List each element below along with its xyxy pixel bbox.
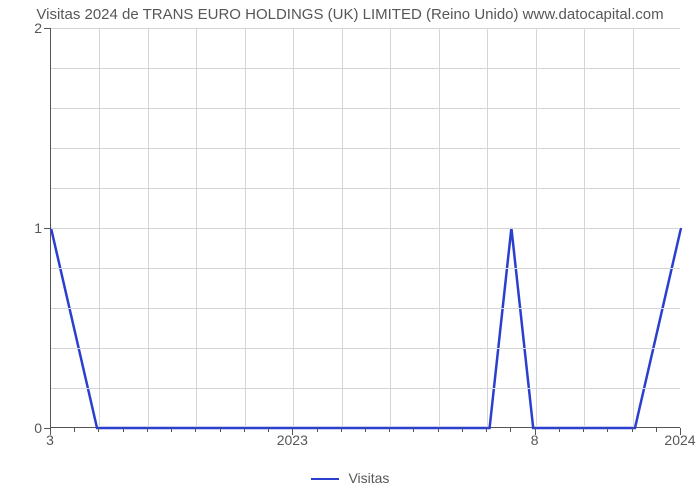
gridline-vertical [633, 28, 634, 427]
x-minor-tick-mark [583, 428, 584, 432]
legend-swatch [311, 478, 339, 480]
x-minor-tick-mark [268, 428, 269, 432]
gridline-horizontal [51, 68, 680, 69]
gridline-vertical [439, 28, 440, 427]
y-tick-mark [44, 28, 50, 29]
x-minor-tick-mark [656, 428, 657, 432]
x-minor-tick-mark [123, 428, 124, 432]
gridline-horizontal [51, 228, 680, 229]
x-minor-tick-mark [317, 428, 318, 432]
legend-label: Visitas [348, 470, 389, 486]
x-minor-tick-mark [389, 428, 390, 432]
x-minor-tick-mark [486, 428, 487, 432]
y-tick-label: 1 [4, 220, 42, 236]
gridline-vertical [390, 28, 391, 427]
x-minor-tick-mark [147, 428, 148, 432]
legend: Visitas [0, 470, 700, 486]
gridline-horizontal [51, 148, 680, 149]
x-minor-tick-mark [462, 428, 463, 432]
gridline-horizontal [51, 188, 680, 189]
x-minor-tick-mark [632, 428, 633, 432]
x-minor-tick-mark [244, 428, 245, 432]
y-tick-label: 2 [4, 20, 42, 36]
gridline-horizontal [51, 308, 680, 309]
gridline-vertical [487, 28, 488, 427]
y-tick-label: 0 [4, 420, 42, 436]
gridline-horizontal [51, 28, 680, 29]
x-minor-tick-mark [438, 428, 439, 432]
plot-area [50, 28, 680, 428]
gridline-vertical [196, 28, 197, 427]
x-minor-tick-mark [220, 428, 221, 432]
gridline-vertical [99, 28, 100, 427]
x-minor-tick-mark [413, 428, 414, 432]
x-tick-label: 8 [531, 432, 539, 448]
gridline-vertical [148, 28, 149, 427]
x-tick-label: 2024 [664, 432, 695, 448]
gridline-horizontal [51, 268, 680, 269]
gridline-vertical [245, 28, 246, 427]
x-minor-tick-mark [171, 428, 172, 432]
x-tick-label: 2023 [277, 432, 308, 448]
gridline-vertical [584, 28, 585, 427]
x-tick-label: 3 [46, 432, 54, 448]
x-minor-tick-mark [559, 428, 560, 432]
x-minor-tick-mark [195, 428, 196, 432]
gridline-vertical [293, 28, 294, 427]
x-minor-tick-mark [510, 428, 511, 432]
gridline-horizontal [51, 108, 680, 109]
x-minor-tick-mark [607, 428, 608, 432]
gridline-horizontal [51, 348, 680, 349]
x-minor-tick-mark [365, 428, 366, 432]
x-minor-tick-mark [341, 428, 342, 432]
x-minor-tick-mark [98, 428, 99, 432]
y-tick-mark [44, 228, 50, 229]
chart-title: Visitas 2024 de TRANS EURO HOLDINGS (UK)… [0, 6, 700, 23]
gridline-horizontal [51, 388, 680, 389]
x-minor-tick-mark [74, 428, 75, 432]
gridline-vertical [536, 28, 537, 427]
gridline-vertical [342, 28, 343, 427]
